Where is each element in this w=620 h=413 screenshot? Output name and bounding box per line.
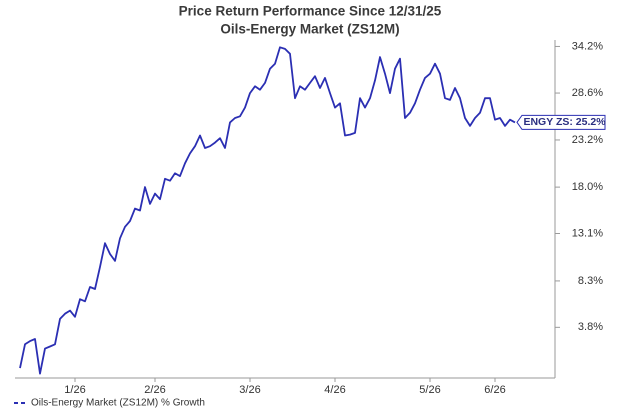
- y-tick-label: 23.2%: [572, 134, 603, 146]
- y-tick-label: 8.3%: [578, 275, 603, 287]
- end-label: ENGY ZS: 25.2%: [523, 116, 606, 128]
- y-tick-label: 28.6%: [572, 87, 603, 99]
- y-tick-label: 13.1%: [572, 227, 603, 239]
- y-tick-label: 3.8%: [578, 321, 603, 333]
- x-tick-label: 1/26: [64, 384, 85, 396]
- x-tick-label: 4/26: [324, 384, 345, 396]
- x-tick-label: 3/26: [239, 384, 260, 396]
- legend-label: Oils-Energy Market (ZS12M) % Growth: [31, 398, 205, 409]
- y-tick-label: 34.2%: [572, 40, 603, 52]
- chart-subtitle: Oils-Energy Market (ZS12M): [220, 22, 399, 37]
- chart-title: Price Return Performance Since 12/31/25: [179, 4, 442, 19]
- series-line: [19, 46, 516, 375]
- end-label-box: [516, 114, 606, 130]
- x-tick-label: 2/26: [144, 384, 165, 396]
- x-tick-label: 6/26: [484, 384, 505, 396]
- y-tick-label: 18.0%: [572, 181, 603, 193]
- x-tick-label: 5/26: [419, 384, 440, 396]
